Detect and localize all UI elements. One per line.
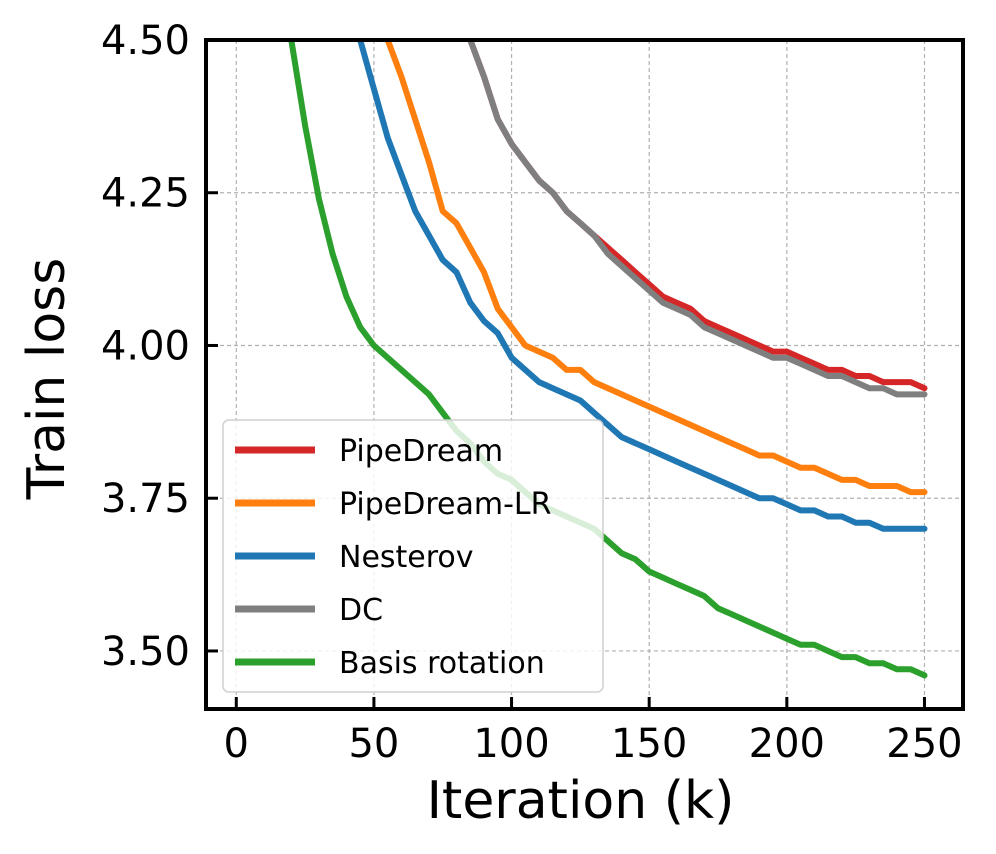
legend-label-4: Basis rotation bbox=[339, 646, 545, 681]
legend-label-0: PipeDream bbox=[339, 434, 503, 469]
plot-frame bbox=[204, 38, 965, 711]
x-tick-label-1: 50 bbox=[348, 721, 399, 767]
y-tick-label-0: 3.50 bbox=[101, 629, 190, 675]
series-line-pipedream bbox=[467, 40, 928, 392]
x-tick-label-5: 250 bbox=[886, 721, 962, 767]
x-tick-label-3: 150 bbox=[611, 721, 687, 767]
y-axis-title: Train loss bbox=[17, 258, 77, 501]
y-tick-label-2: 4.00 bbox=[101, 323, 190, 369]
x-tick-label-0: 0 bbox=[224, 721, 249, 767]
y-tick-label-3: 4.25 bbox=[101, 171, 190, 217]
series-line-dc bbox=[467, 40, 928, 398]
legend-box bbox=[222, 419, 604, 693]
axis-ticks bbox=[206, 38, 926, 709]
x-axis-title: Iteration (k) bbox=[427, 771, 735, 831]
x-tick-label-4: 200 bbox=[749, 721, 825, 767]
legend-label-3: DC bbox=[339, 593, 383, 628]
axis-tick-labels: 0 50 100 150 200 250 3.50 3.75 4.00 4.25 4.50 bbox=[101, 18, 963, 767]
series-line-basis-rotation bbox=[288, 40, 928, 679]
series-line-nesterov bbox=[357, 40, 928, 532]
y-tick-label-4: 4.50 bbox=[101, 18, 190, 64]
legend: PipeDream PipeDream-LR Nesterov DC Basis rot… bbox=[222, 419, 604, 693]
series-layer bbox=[288, 40, 928, 679]
y-tick-label-1: 3.75 bbox=[101, 476, 190, 522]
series-line-pipedream-lr bbox=[384, 40, 928, 496]
legend-label-2: Nesterov bbox=[339, 540, 474, 575]
x-tick-label-2: 100 bbox=[473, 721, 549, 767]
legend-label-1: PipeDream-LR bbox=[339, 487, 552, 522]
